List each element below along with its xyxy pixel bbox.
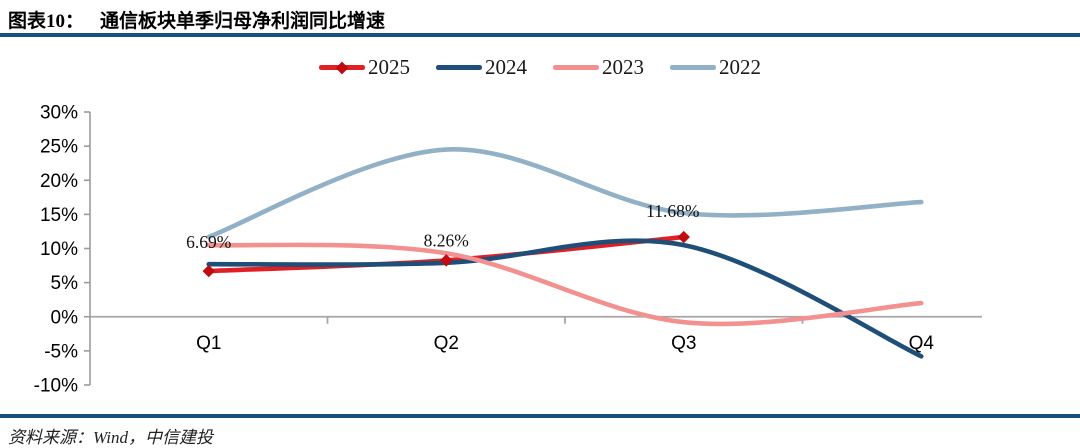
x-axis-labels: Q1 Q2 Q3 Q4 xyxy=(196,333,934,354)
series-data-labels-2025: 6.69% 8.26% 11.68% xyxy=(186,201,699,252)
svg-text:-5%: -5% xyxy=(44,341,78,362)
legend-line-swatch-2023 xyxy=(553,65,599,70)
source-note: 资料来源：Wind，中信建投 xyxy=(8,428,213,447)
svg-text:Q3: Q3 xyxy=(671,333,696,354)
series-line-2024 xyxy=(206,238,924,359)
svg-text:Q2: Q2 xyxy=(434,333,459,354)
svg-text:5%: 5% xyxy=(51,273,79,294)
y-axis xyxy=(84,111,91,386)
series-line-2022 xyxy=(206,147,924,240)
svg-text:Q1: Q1 xyxy=(196,333,221,354)
chart-legend: 2025 2024 2023 2022 xyxy=(0,57,1080,78)
svg-text:20%: 20% xyxy=(40,171,78,192)
legend-item-2022: 2022 xyxy=(670,57,761,78)
legend-item-2023: 2023 xyxy=(553,57,644,78)
y-axis-labels: 30% 25% 20% 15% 10% 5% 0% -5% -10% xyxy=(34,103,78,397)
legend-label: 2023 xyxy=(602,55,644,79)
title-underline xyxy=(0,33,1080,37)
svg-text:-10%: -10% xyxy=(34,376,78,397)
footer-rule xyxy=(0,414,1080,418)
svg-text:6.69%: 6.69% xyxy=(186,232,231,252)
legend-label: 2025 xyxy=(368,55,410,79)
svg-text:25%: 25% xyxy=(40,137,78,158)
svg-text:10%: 10% xyxy=(40,239,78,260)
figure-number: 图表10： xyxy=(8,11,85,32)
legend-line-swatch-2024 xyxy=(436,65,482,70)
svg-text:15%: 15% xyxy=(40,205,78,226)
legend-item-2024: 2024 xyxy=(436,57,527,78)
svg-text:30%: 30% xyxy=(40,103,78,124)
figure-title: 通信板块单季归母净利润同比增速 xyxy=(100,11,386,32)
legend-label: 2022 xyxy=(719,55,761,79)
svg-text:8.26%: 8.26% xyxy=(424,230,469,250)
svg-text:11.68%: 11.68% xyxy=(646,201,699,221)
svg-text:0%: 0% xyxy=(51,307,79,328)
svg-text:Q4: Q4 xyxy=(909,333,935,354)
series-line-2023 xyxy=(206,242,924,327)
legend-item-2025: 2025 xyxy=(319,57,410,78)
legend-line-swatch-2025 xyxy=(319,61,365,74)
legend-label: 2024 xyxy=(485,55,527,79)
series-markers-2025 xyxy=(202,230,690,278)
figure-header: 图表10： 通信板块单季归母净利润同比增速 xyxy=(8,6,385,33)
legend-line-swatch-2022 xyxy=(670,65,716,70)
